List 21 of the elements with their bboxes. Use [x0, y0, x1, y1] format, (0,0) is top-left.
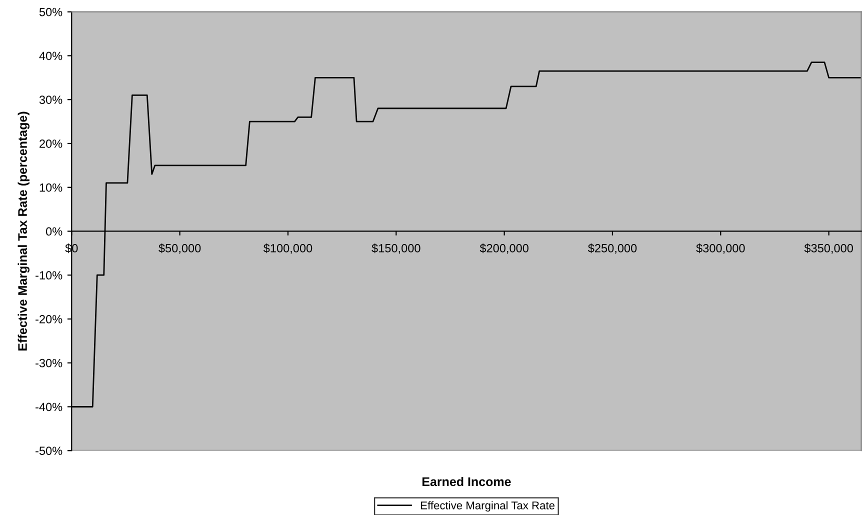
y-tick-label: -40% — [36, 402, 62, 412]
y-tick-label: 20% — [40, 140, 62, 148]
y-axis-title: Effective Marginal Tax Rate (percentage) — [18, 112, 30, 350]
y-tick-label: -20% — [36, 315, 62, 324]
x-tick-label: $300,000 — [696, 244, 745, 254]
legend-label: Effective Marginal Tax Rate — [421, 501, 554, 512]
y-tick-label: 0% — [46, 227, 62, 236]
y-tick-label: -30% — [36, 358, 62, 368]
x-axis-title: Earned Income — [422, 476, 511, 486]
y-tick-label: 40% — [39, 52, 62, 60]
x-tick-label: $100,000 — [263, 244, 312, 254]
x-tick-label: $250,000 — [588, 244, 637, 254]
x-tick-label: $200,000 — [480, 244, 528, 254]
x-tick-label: $350,000 — [804, 244, 853, 254]
y-tick-label: -10% — [36, 271, 62, 280]
y-tick-label: -50% — [36, 446, 62, 456]
y-tick-label: 50% — [39, 8, 62, 16]
y-tick-label: 30% — [39, 96, 62, 104]
x-tick-label: $50,000 — [158, 244, 201, 254]
x-tick-label: $150,000 — [372, 244, 420, 254]
y-tick-label: 10% — [40, 183, 62, 192]
